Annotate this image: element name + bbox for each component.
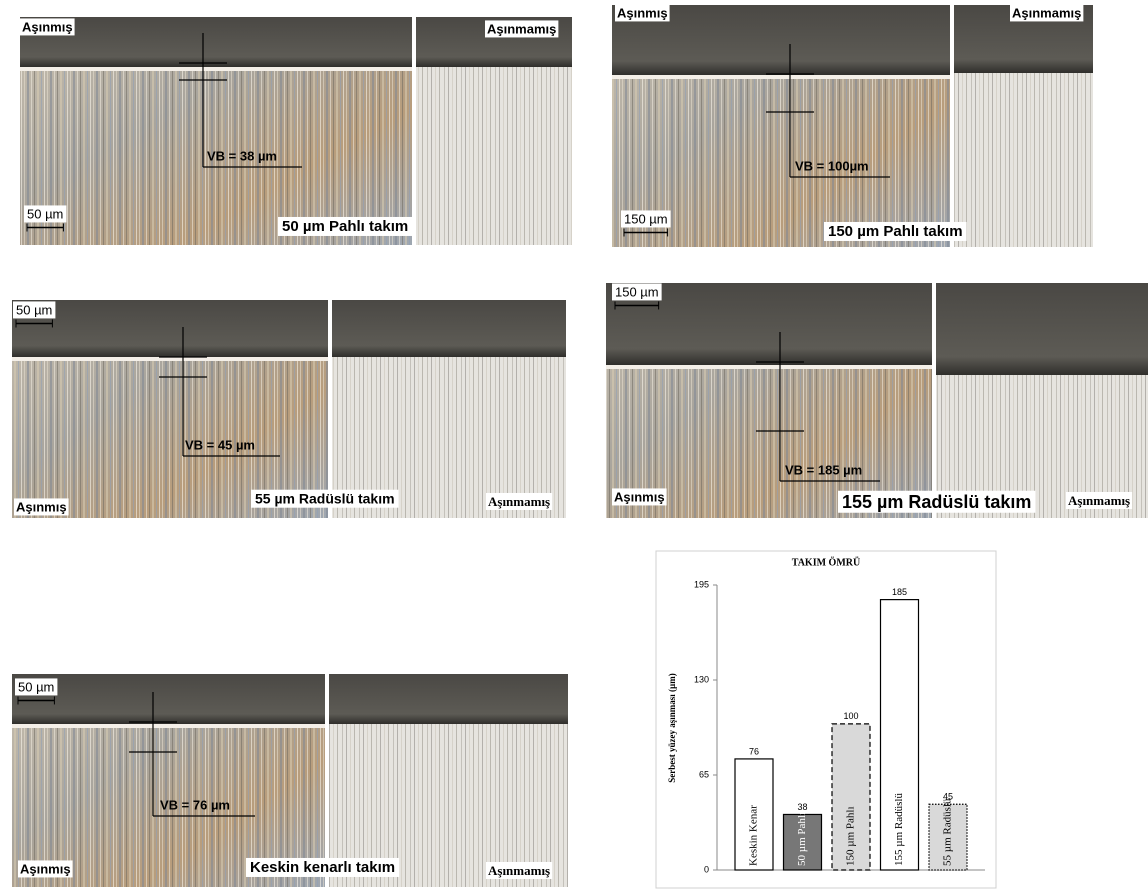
caption: 155 µm Radüslü takım: [842, 492, 1031, 512]
caption: 55 µm Radüslü takım: [255, 491, 395, 507]
worn-label: Aşınmış: [614, 489, 665, 504]
value-label: 185: [892, 587, 907, 597]
category-label: 150 µm Pahlı: [845, 806, 857, 866]
scale-label: 150 µm: [615, 284, 659, 299]
caption: 50 µm Pahlı takım: [282, 218, 408, 235]
unworn-texture: [954, 73, 1093, 247]
worn-label: Aşınmış: [22, 19, 73, 34]
unworn-edge: [936, 283, 1148, 375]
unworn-label: Aşınmamış: [488, 494, 550, 509]
vb-label: VB = 76 µm: [160, 797, 230, 812]
y-tick-label: 0: [704, 864, 709, 874]
edge-highlight: [606, 365, 932, 369]
unworn-label: Aşınmamış: [487, 21, 556, 36]
vb-label: VB = 38 µm: [207, 148, 277, 163]
unworn-label: Aşınmamış: [1012, 5, 1081, 20]
category-label: 55 µm Radüslü: [942, 798, 954, 866]
worn-label: Aşınmış: [617, 5, 668, 20]
y-tick-label: 130: [694, 674, 709, 684]
category-label: Keskin Kenar: [748, 805, 760, 866]
worn-edge: [12, 300, 328, 357]
scale-label: 50 µm: [27, 206, 63, 221]
y-tick-label: 195: [694, 579, 709, 589]
category-label: 155 µm Radüslü: [893, 793, 905, 866]
caption: Keskin kenarlı takım: [250, 859, 395, 876]
caption: 150 µm Pahlı takım: [828, 223, 963, 240]
unworn-edge: [329, 674, 568, 724]
vb-label: VB = 45 µm: [185, 437, 255, 452]
worn-label: Aşınmış: [20, 861, 71, 876]
value-label: 38: [797, 802, 807, 812]
vb-label: VB = 185 µm: [785, 462, 862, 477]
edge-highlight: [612, 75, 950, 79]
figure: VB = 38 µm Aşınmış Aşınmamış 50 µm 50 µm Pah…: [0, 0, 1148, 889]
worn-edge: [12, 674, 325, 724]
value-label: 100: [843, 711, 858, 721]
unworn-label: Aşınmamış: [1068, 493, 1130, 508]
scale-label: 150 µm: [624, 211, 668, 226]
unworn-texture: [416, 67, 572, 245]
scale-label: 50 µm: [16, 302, 52, 317]
unworn-label: Aşınmamış: [488, 863, 550, 878]
category-label: 50 µm Pahlı: [796, 812, 808, 866]
scale-label: 50 µm: [18, 679, 54, 694]
unworn-edge: [332, 300, 566, 357]
y-axis-label: Serbest yüzey aşınması (µm): [667, 673, 677, 782]
edge-highlight: [20, 67, 412, 71]
y-tick-label: 65: [699, 769, 709, 779]
value-label: 76: [749, 746, 759, 756]
worn-label: Aşınmış: [16, 499, 67, 514]
edge-highlight: [12, 724, 325, 728]
chart-title: TAKIM ÖMRÜ: [792, 555, 860, 568]
vb-label: VB = 100µm: [795, 158, 869, 173]
page: VB = 38 µm Aşınmış Aşınmamış 50 µm 50 µm Pah…: [0, 0, 1148, 889]
worn-edge: [20, 17, 412, 67]
